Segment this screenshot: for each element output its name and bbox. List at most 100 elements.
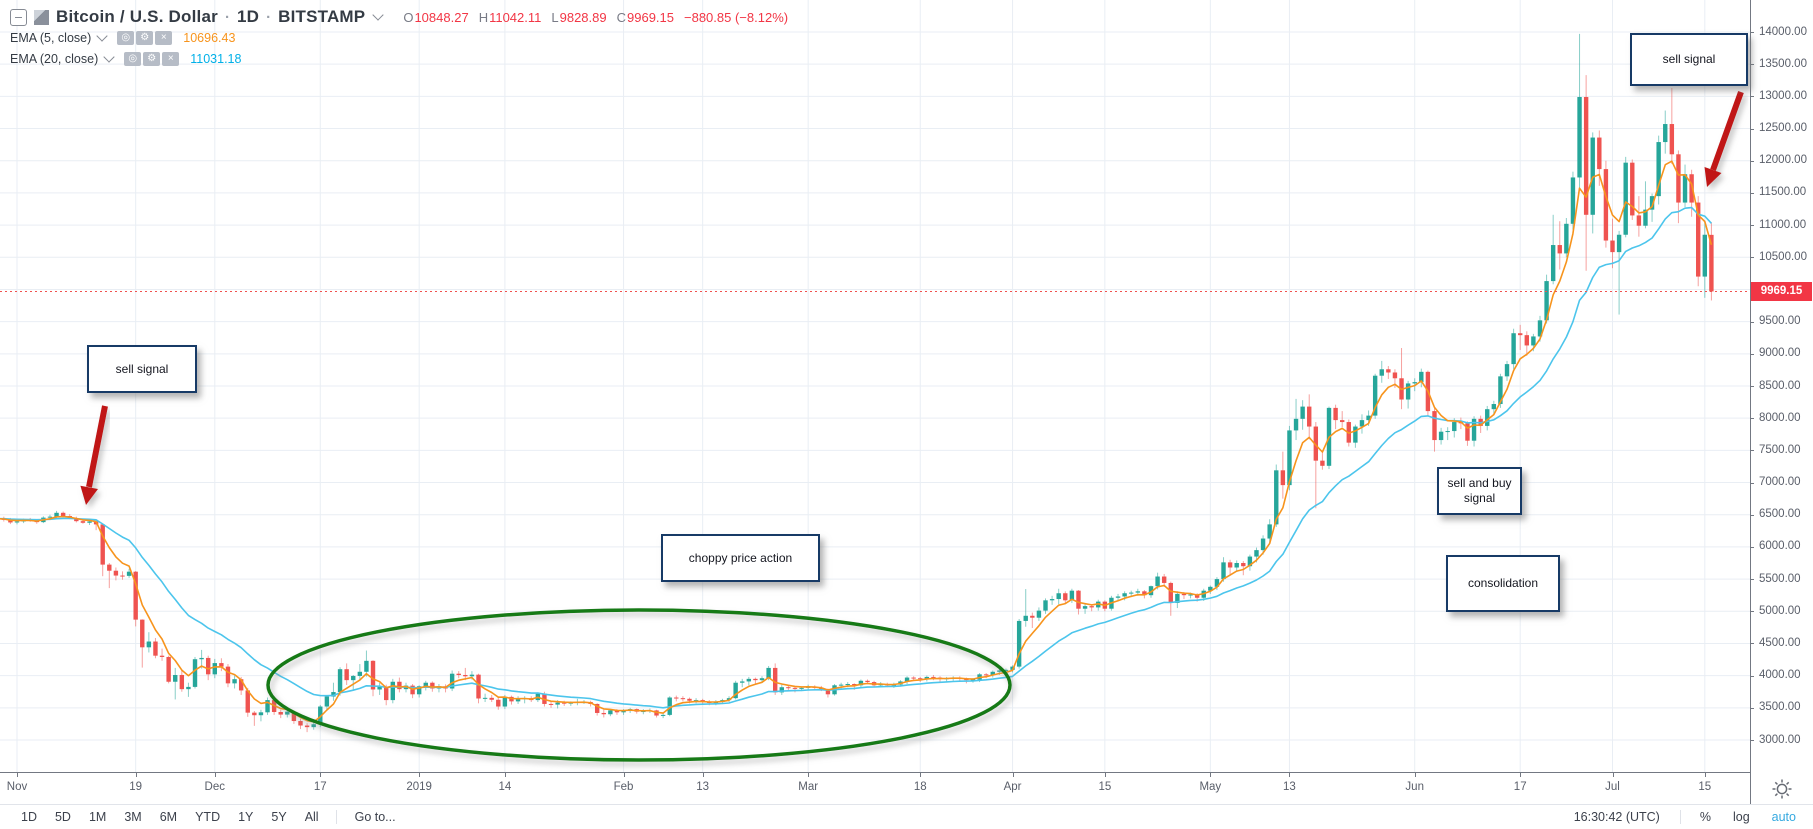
- range-button-6M[interactable]: 6M: [159, 810, 178, 824]
- time-axis-label: Feb: [613, 781, 634, 793]
- sell-arrow-annotation[interactable]: [1704, 90, 1744, 187]
- exchange-label[interactable]: BITSTAMP: [278, 7, 366, 26]
- price-tick: [1750, 579, 1754, 581]
- price-tick: [1750, 450, 1754, 452]
- indicator-label[interactable]: EMA (5, close): [10, 31, 92, 45]
- chevron-down-icon[interactable]: [103, 51, 115, 63]
- candle: [1630, 162, 1635, 216]
- sell-arrow-annotation[interactable]: [80, 405, 108, 505]
- annotation-sell-signal-right[interactable]: sell signal: [1630, 33, 1748, 86]
- annotation-sell-and-buy-signal[interactable]: sell and buy signal: [1437, 467, 1522, 515]
- time-tick: [920, 773, 922, 777]
- candle: [1577, 97, 1582, 178]
- annotation-choppy-price-action[interactable]: choppy price action: [661, 534, 820, 582]
- range-button-YTD[interactable]: YTD: [195, 810, 221, 824]
- candle: [476, 674, 481, 699]
- candle: [1524, 335, 1529, 346]
- candle: [74, 518, 79, 522]
- range-button-5Y[interactable]: 5Y: [271, 810, 287, 824]
- range-button-3M[interactable]: 3M: [124, 810, 142, 824]
- candle: [1003, 669, 1009, 671]
- indicator-value: 10696.43: [183, 31, 236, 45]
- clock-utc[interactable]: 16:30:42 (UTC): [1573, 810, 1660, 824]
- candle: [1412, 382, 1417, 384]
- candle: [1359, 420, 1365, 427]
- range-button-1Y[interactable]: 1Y: [238, 810, 254, 824]
- range-button-All[interactable]: All: [304, 810, 319, 824]
- time-axis-label: 15: [1698, 781, 1712, 793]
- price-axis-label: 13000.00: [1759, 89, 1807, 102]
- candle: [1181, 593, 1187, 596]
- time-tick: [702, 773, 704, 777]
- candle: [799, 687, 804, 689]
- candle: [1234, 563, 1239, 568]
- indicator-label[interactable]: EMA (20, close): [10, 52, 99, 66]
- time-tick: [1414, 773, 1416, 777]
- annotation-consolidation[interactable]: consolidation: [1446, 555, 1560, 612]
- candle: [1161, 576, 1167, 583]
- candle: [1076, 590, 1081, 609]
- candle: [456, 673, 461, 675]
- candle: [1300, 406, 1305, 419]
- log-scale-toggle[interactable]: log: [1732, 810, 1750, 824]
- indicator-remove-icon[interactable]: ×: [162, 52, 180, 66]
- candle: [1663, 124, 1668, 143]
- candle: [852, 684, 857, 686]
- candle: [1623, 162, 1628, 235]
- candle: [1188, 594, 1193, 596]
- interval-label[interactable]: 1D: [236, 7, 260, 26]
- goto-button[interactable]: Go to...: [354, 810, 396, 824]
- annotation-sell-signal-left[interactable]: sell signal: [87, 345, 197, 393]
- candle: [660, 714, 666, 716]
- auto-scale-toggle[interactable]: auto: [1771, 810, 1796, 824]
- candle: [1498, 376, 1503, 405]
- candle: [1274, 470, 1279, 525]
- chevron-down-icon[interactable]: [96, 30, 108, 42]
- range-button-1M[interactable]: 1M: [88, 810, 107, 824]
- arrowhead-icon: [1704, 167, 1722, 187]
- close-value: 9969.15: [627, 9, 674, 25]
- collapse-legend-button[interactable]: [10, 8, 27, 26]
- price-tick: [1750, 707, 1754, 709]
- price-axis-label: 13500.00: [1759, 57, 1807, 70]
- candle: [740, 681, 745, 683]
- candlestick-chart[interactable]: [0, 0, 1750, 772]
- symbol-name[interactable]: Bitcoin / U.S. Dollar: [56, 7, 218, 26]
- candle: [1122, 593, 1127, 597]
- indicator-settings-icon[interactable]: ⚙: [143, 52, 161, 66]
- price-scale-settings-icon[interactable]: [1771, 778, 1793, 800]
- candle: [311, 724, 316, 728]
- candle: [1709, 234, 1714, 292]
- candle: [219, 663, 224, 667]
- chevron-down-icon[interactable]: [372, 9, 384, 21]
- axis-corner: [1751, 773, 1813, 805]
- time-tick: [320, 773, 322, 777]
- candle: [1531, 336, 1536, 346]
- indicator-settings-icon[interactable]: ⚙: [136, 31, 154, 45]
- range-button-5D[interactable]: 5D: [54, 810, 71, 824]
- indicator-hide-icon[interactable]: ◎: [117, 31, 135, 45]
- symbol-header: Bitcoin / U.S. Dollar · 1D · BITSTAMP O1…: [10, 7, 788, 27]
- price-axis[interactable]: 14000.00 13500.00 13000.00 12500.00 12000.00…: [1750, 0, 1813, 772]
- choppy-ellipse-annotation[interactable]: [266, 608, 1012, 762]
- candle: [47, 516, 53, 518]
- candle: [14, 521, 20, 523]
- indicator-hide-icon[interactable]: ◎: [124, 52, 142, 66]
- indicator-remove-icon[interactable]: ×: [155, 31, 173, 45]
- time-axis-label: Apr: [1003, 781, 1022, 793]
- candle: [1386, 369, 1391, 373]
- low-value: 9828.89: [559, 9, 607, 25]
- price-axis-label: 14000.00: [1759, 25, 1807, 38]
- price-axis-label: 10500.00: [1759, 250, 1807, 263]
- range-button-1D[interactable]: 1D: [21, 810, 37, 824]
- candle: [54, 512, 59, 517]
- candle: [838, 684, 844, 686]
- last-price-badge: 9969.15: [1751, 281, 1812, 301]
- grid-lines: [0, 0, 1750, 772]
- price-axis-border: [1750, 0, 1751, 805]
- candle: [674, 697, 679, 699]
- time-axis[interactable]: Nov 19 Dec 17 2019 14 Feb 13 Mar 18 Apr 15 May 13 Jun 1…: [0, 772, 1750, 806]
- percent-scale-toggle[interactable]: %: [1699, 810, 1711, 824]
- candle: [140, 619, 145, 648]
- time-tick: [214, 773, 216, 777]
